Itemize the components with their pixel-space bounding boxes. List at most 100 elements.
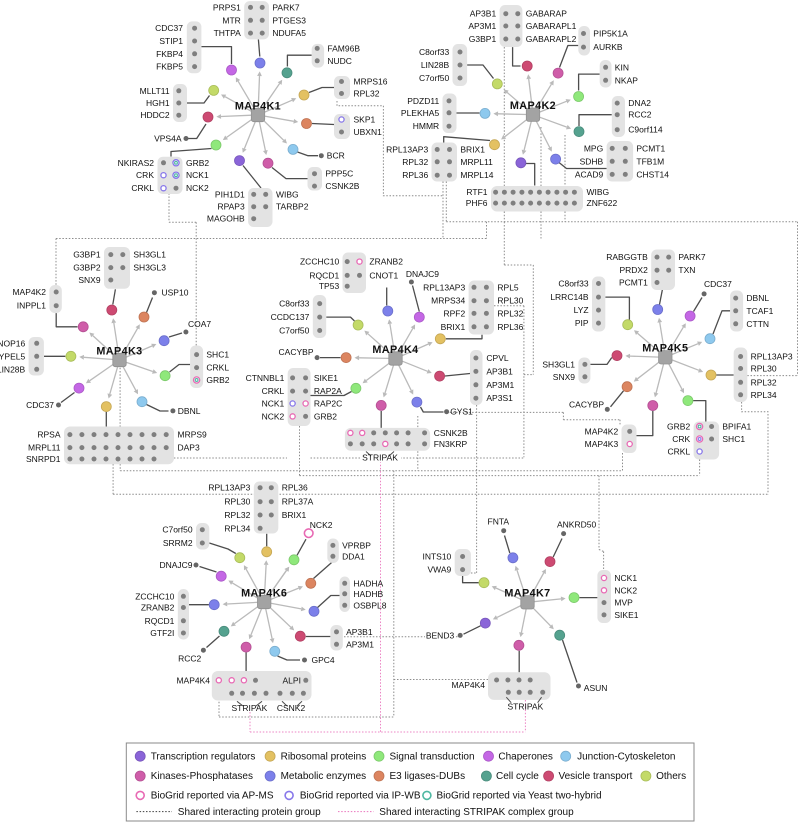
svg-text:RPL5: RPL5	[497, 282, 519, 292]
svg-text:Shared interacting STRIPAK com: Shared interacting STRIPAK complex group	[379, 807, 574, 818]
svg-text:ASUN: ASUN	[584, 683, 608, 693]
svg-text:LYZ: LYZ	[574, 305, 589, 315]
svg-text:AP3M1: AP3M1	[486, 380, 514, 390]
svg-text:NCK1: NCK1	[262, 399, 285, 409]
svg-text:FAM96B: FAM96B	[327, 43, 360, 53]
svg-text:RPAP3: RPAP3	[217, 202, 245, 212]
svg-text:MVP: MVP	[614, 598, 633, 608]
svg-text:STRIPAK: STRIPAK	[362, 453, 398, 463]
svg-text:RPL13AP3: RPL13AP3	[751, 352, 793, 362]
svg-text:PARK7: PARK7	[272, 2, 300, 12]
svg-text:CDC37: CDC37	[26, 400, 54, 410]
svg-text:PRDX2: PRDX2	[619, 265, 648, 275]
svg-text:PLEKHA5: PLEKHA5	[401, 108, 440, 118]
svg-text:MAP4K4: MAP4K4	[451, 680, 485, 690]
svg-text:STRIPAK: STRIPAK	[508, 702, 544, 712]
svg-text:PIP5K1A: PIP5K1A	[593, 29, 628, 39]
svg-text:RQCD1: RQCD1	[145, 616, 175, 626]
svg-text:CRKL: CRKL	[206, 363, 229, 373]
svg-text:GRB2: GRB2	[186, 158, 209, 168]
svg-text:STIP1: STIP1	[159, 36, 183, 46]
svg-text:BioGrid reported via IP-WB: BioGrid reported via IP-WB	[300, 791, 421, 802]
svg-text:Kinases-Phosphatases: Kinases-Phosphatases	[151, 771, 253, 782]
svg-text:RPL32: RPL32	[354, 89, 380, 99]
svg-text:BioGrid reported via AP-MS: BioGrid reported via AP-MS	[151, 791, 274, 802]
svg-text:SKP1: SKP1	[354, 115, 376, 125]
svg-text:GYS1: GYS1	[450, 407, 473, 417]
svg-text:PCMT1: PCMT1	[619, 278, 648, 288]
svg-text:C8orf33: C8orf33	[279, 299, 310, 309]
svg-text:SH3GL1: SH3GL1	[133, 250, 166, 260]
svg-text:VWA9: VWA9	[428, 565, 452, 575]
svg-text:GTF2I: GTF2I	[150, 628, 174, 638]
svg-text:HADHB: HADHB	[353, 589, 383, 599]
svg-text:MAP4K6: MAP4K6	[241, 587, 287, 599]
svg-text:FKBP4: FKBP4	[156, 49, 183, 59]
svg-text:PIP: PIP	[575, 318, 589, 328]
svg-text:Junction-Cytoskeleton: Junction-Cytoskeleton	[577, 751, 675, 762]
svg-text:DDA1: DDA1	[342, 551, 365, 561]
svg-text:PDZD11: PDZD11	[407, 96, 439, 106]
svg-text:BPIFA1: BPIFA1	[722, 422, 751, 432]
svg-text:NCK2: NCK2	[614, 585, 637, 595]
svg-text:COA7: COA7	[188, 319, 211, 329]
svg-text:INPPL1: INPPL1	[17, 301, 47, 311]
svg-text:MAP4K4: MAP4K4	[176, 675, 210, 685]
svg-text:THTPA: THTPA	[214, 28, 242, 38]
svg-text:AP3B1: AP3B1	[470, 9, 497, 19]
svg-text:CSNK2: CSNK2	[277, 703, 306, 713]
svg-text:MAGOHB: MAGOHB	[207, 214, 245, 224]
svg-text:NCK1: NCK1	[614, 573, 637, 583]
svg-text:RPL13AP3: RPL13AP3	[386, 145, 428, 155]
svg-text:RPL34: RPL34	[751, 390, 777, 400]
svg-text:ALPI: ALPI	[283, 675, 301, 685]
svg-text:CDC37: CDC37	[704, 279, 732, 289]
svg-text:Cell cycle: Cell cycle	[496, 771, 539, 782]
svg-text:PRPS1: PRPS1	[213, 2, 241, 12]
svg-text:SIKE1: SIKE1	[614, 610, 638, 620]
svg-text:MAP4K3: MAP4K3	[96, 345, 142, 357]
svg-text:RPL30: RPL30	[224, 497, 250, 507]
svg-text:RPF2: RPF2	[443, 308, 465, 318]
svg-text:RPL32: RPL32	[751, 377, 777, 387]
svg-text:GRB2: GRB2	[667, 422, 690, 432]
svg-text:Chaperones: Chaperones	[498, 751, 552, 762]
svg-text:G3BP1: G3BP1	[469, 34, 497, 44]
svg-text:TXN: TXN	[678, 265, 695, 275]
svg-text:Transcription regulators: Transcription regulators	[151, 751, 256, 762]
svg-text:USP10: USP10	[162, 288, 189, 298]
svg-text:CRKL: CRKL	[262, 386, 285, 396]
svg-text:SHC1: SHC1	[722, 434, 745, 444]
svg-text:RPL36: RPL36	[497, 322, 523, 332]
svg-text:RPL36: RPL36	[282, 483, 308, 493]
svg-text:G3BP1: G3BP1	[73, 250, 101, 260]
svg-text:RTF1: RTF1	[466, 187, 487, 197]
svg-text:NCK2: NCK2	[262, 411, 285, 421]
svg-text:AP3S1: AP3S1	[486, 393, 513, 403]
svg-text:CHST14: CHST14	[636, 169, 669, 179]
svg-text:SRRM2: SRRM2	[163, 538, 193, 548]
svg-text:RCC2: RCC2	[628, 110, 651, 120]
svg-text:SDHB: SDHB	[580, 156, 604, 166]
svg-text:MRPS34: MRPS34	[431, 296, 465, 306]
svg-text:CTTN: CTTN	[746, 319, 769, 329]
svg-text:CRK: CRK	[672, 434, 690, 444]
svg-text:RCC2: RCC2	[178, 653, 201, 663]
svg-text:CRK: CRK	[136, 170, 154, 180]
svg-text:NUDC: NUDC	[327, 56, 352, 66]
svg-text:NOP16: NOP16	[0, 338, 25, 348]
svg-text:VPRBP: VPRBP	[342, 540, 371, 550]
svg-text:GABARAPL2: GABARAPL2	[526, 34, 577, 44]
svg-text:DBNL: DBNL	[178, 406, 201, 416]
svg-text:SIKE1: SIKE1	[314, 373, 338, 383]
svg-text:PARK7: PARK7	[678, 252, 706, 262]
svg-text:C7orf50: C7orf50	[419, 73, 450, 83]
svg-text:PTGES3: PTGES3	[272, 15, 306, 25]
svg-text:G3BP2: G3BP2	[73, 263, 101, 273]
svg-text:NCK2: NCK2	[186, 183, 209, 193]
svg-text:RAP2A: RAP2A	[314, 386, 342, 396]
svg-text:YPEL5: YPEL5	[0, 351, 25, 361]
svg-text:HMMR: HMMR	[413, 121, 439, 131]
svg-text:GRB2: GRB2	[314, 411, 337, 421]
svg-text:C8orf33: C8orf33	[558, 279, 589, 289]
